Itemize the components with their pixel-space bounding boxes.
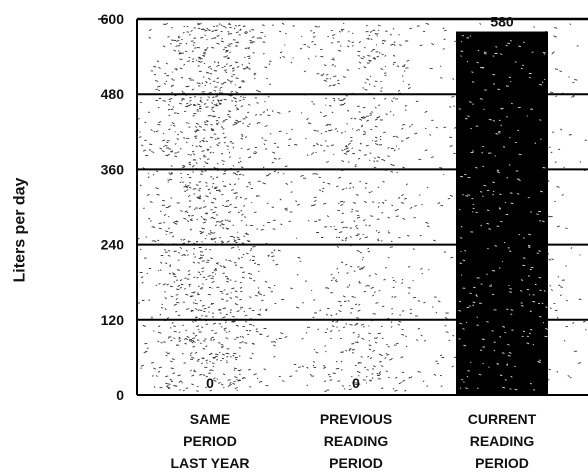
plot-texture xyxy=(137,22,587,393)
bar-2 xyxy=(456,31,548,396)
x-category-label-0-0: SAME xyxy=(190,411,230,427)
y-tick-label-120: 120 xyxy=(101,312,125,328)
y-tick-label-0: 0 xyxy=(116,387,124,403)
y-tick-label-360: 360 xyxy=(101,161,125,177)
x-category-label-0-1: PERIOD xyxy=(183,433,237,449)
x-category-label-1-2: PERIOD xyxy=(329,455,383,471)
x-category-label-0-2: LAST YEAR xyxy=(170,455,249,471)
y-tick-label-480: 480 xyxy=(101,86,125,102)
x-category-label-2-1: READING xyxy=(470,433,535,449)
data-label-2: 580 xyxy=(490,14,514,30)
speckle-marks xyxy=(137,22,587,393)
x-category-label-1-0: PREVIOUS xyxy=(320,411,392,427)
x-category-label-2-2: PERIOD xyxy=(475,455,529,471)
y-tick-label-240: 240 xyxy=(101,237,125,253)
x-category-label-1-1: READING xyxy=(324,433,389,449)
x-category-label-2-0: CURRENT xyxy=(468,411,537,427)
data-label-0: 0 xyxy=(206,375,214,391)
y-tick-label-600: 600 xyxy=(101,11,125,27)
bar-texture xyxy=(458,35,549,391)
data-label-1: 0 xyxy=(352,375,360,391)
